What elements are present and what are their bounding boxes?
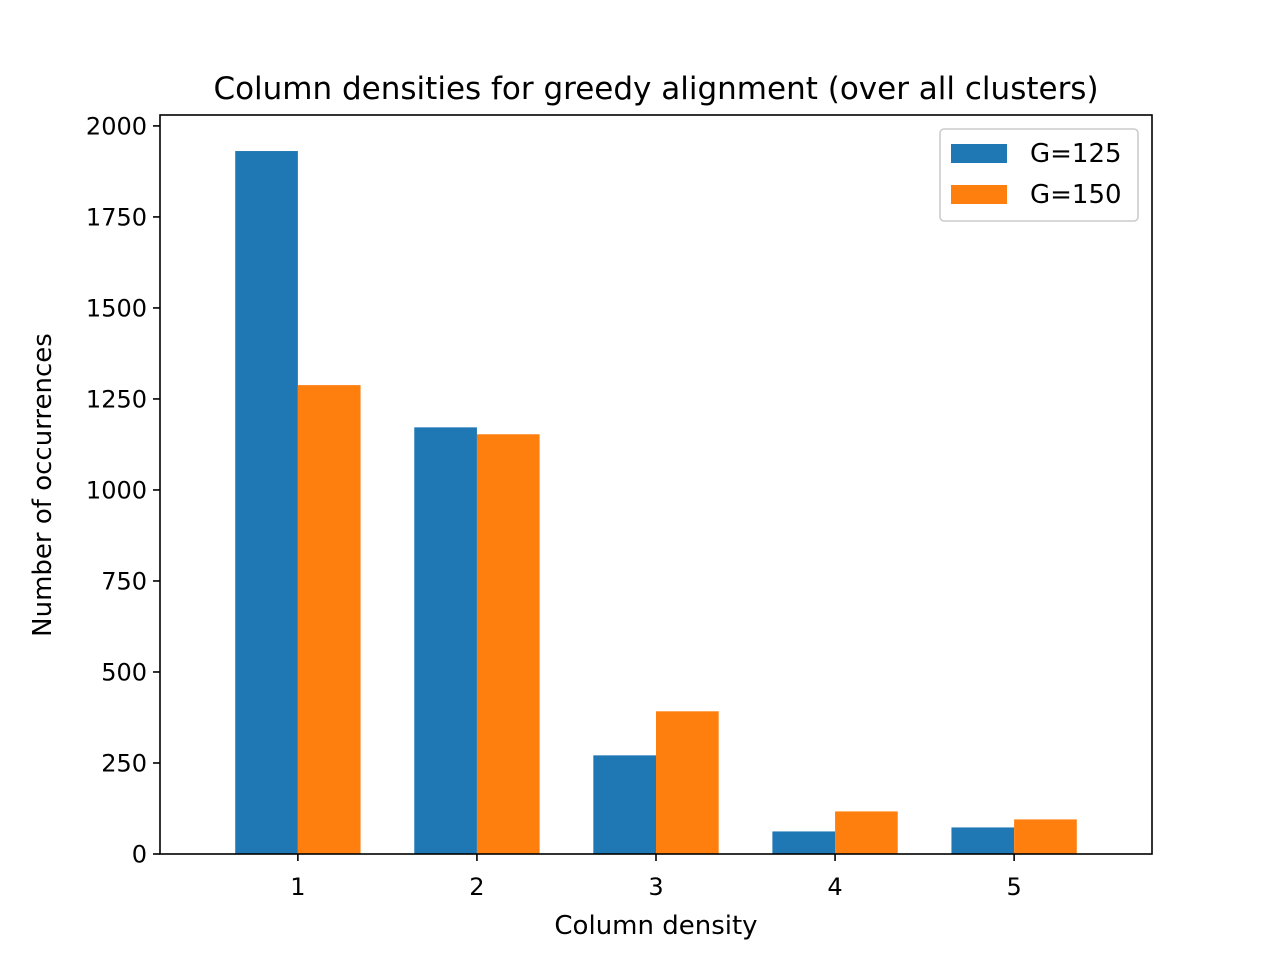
bar-g125-5	[951, 827, 1015, 854]
x-tick-label: 5	[1006, 873, 1021, 901]
bars-group	[235, 151, 1077, 855]
x-tick-label: 3	[648, 873, 663, 901]
bar-g150-5	[1014, 819, 1077, 854]
x-tick-label: 4	[827, 873, 842, 901]
bar-g150-1	[297, 385, 361, 854]
legend-label-g150: G=150	[1030, 180, 1122, 210]
x-axis-label: Column density	[554, 911, 757, 941]
x-axis-ticks: 1 2 3 4 5	[290, 854, 1022, 901]
plot-area-frame	[159, 114, 1153, 855]
bar-g125-2	[414, 427, 477, 854]
bar-g150-2	[476, 434, 540, 854]
legend-swatch-g150	[951, 185, 1007, 204]
chart-title: Column densities for greedy alignment (o…	[213, 71, 1098, 107]
bar-g125-3	[593, 755, 656, 854]
bar-g125-1	[235, 151, 298, 855]
x-tick-label: 2	[469, 873, 484, 901]
y-axis-label: Number of occurrences	[28, 333, 58, 637]
x-tick-label: 1	[290, 873, 305, 901]
legend-label-g125: G=125	[1030, 139, 1122, 169]
y-tick-label: 750	[101, 567, 147, 595]
y-tick-label: 1000	[86, 476, 147, 504]
y-tick-label: 0	[132, 841, 147, 869]
y-axis-ticks: 0 250 500 750 1000 1250 1500 1750 2000	[86, 112, 160, 869]
y-tick-label: 1750	[86, 203, 147, 231]
legend: G=125 G=150	[939, 128, 1139, 222]
bar-g150-4	[835, 811, 898, 854]
y-tick-label: 1500	[86, 294, 147, 322]
legend-swatch-g125	[951, 144, 1007, 163]
y-tick-label: 500	[101, 658, 147, 686]
y-tick-label: 2000	[86, 112, 147, 140]
y-tick-label: 250	[101, 749, 147, 777]
y-tick-label: 1250	[86, 385, 147, 413]
bar-g150-3	[656, 711, 719, 854]
bar-g125-4	[772, 831, 836, 854]
